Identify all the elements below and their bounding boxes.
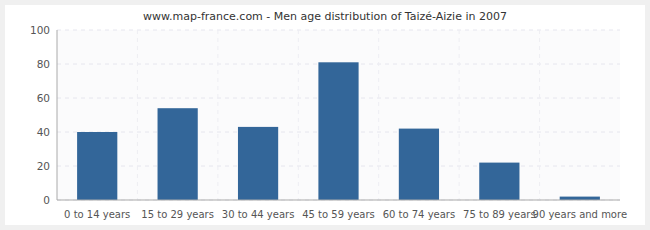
bar	[158, 108, 198, 200]
bar	[318, 62, 358, 200]
y-tick-label: 40	[37, 126, 50, 138]
y-tick-label: 100	[30, 24, 50, 36]
y-tick-label: 0	[43, 194, 50, 206]
plot-area	[57, 30, 620, 200]
grid-line	[57, 30, 620, 31]
bar	[77, 132, 117, 200]
bar	[479, 163, 519, 200]
x-tick-label: 30 to 44 years	[222, 209, 295, 220]
x-axis	[57, 200, 620, 201]
grid-line-vertical	[298, 30, 299, 200]
x-tick-label: 45 to 59 years	[302, 209, 375, 220]
x-tick-label: 60 to 74 years	[383, 209, 456, 220]
y-tick-label: 20	[37, 160, 50, 172]
title: www.map-france.com - Men age distributio…	[143, 10, 507, 23]
grid-line-vertical	[137, 30, 138, 200]
chart-container: www.map-france.com - Men age distributio…	[0, 0, 650, 230]
x-tick-label: 0 to 14 years	[64, 209, 130, 220]
bar	[399, 129, 439, 200]
grid-line	[57, 200, 620, 201]
bars	[77, 62, 600, 200]
bar	[560, 197, 600, 200]
y-tick-label: 80	[37, 58, 50, 70]
chart-svg: www.map-france.com - Men age distributio…	[0, 0, 650, 230]
x-tick-label: 90 years and more	[533, 209, 628, 220]
y-tick-label: 60	[37, 92, 50, 104]
x-tick-label: 75 to 89 years	[463, 209, 536, 220]
grid-line-vertical	[539, 30, 540, 200]
grid-line-vertical	[217, 30, 218, 200]
bar	[238, 127, 278, 200]
grid-line-vertical	[378, 30, 379, 200]
y-axis	[57, 30, 58, 200]
panel	[5, 5, 645, 225]
background	[0, 0, 650, 230]
grid-line-vertical	[459, 30, 460, 200]
x-tick-label: 15 to 29 years	[141, 209, 214, 220]
